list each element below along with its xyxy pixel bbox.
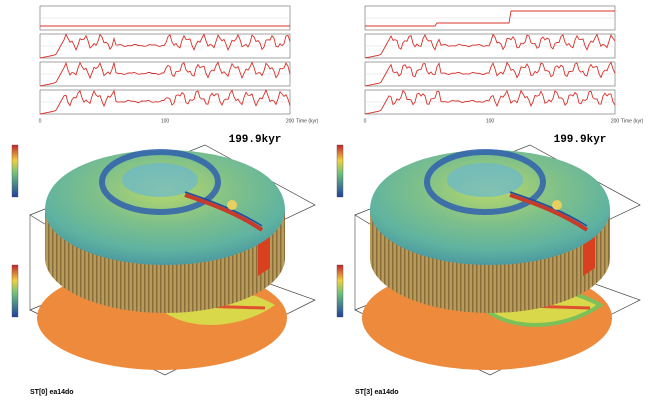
time-series [39,61,291,87]
time-axis-label: Time (kyr) [296,118,319,124]
caption: ST[3] ea14do [355,389,399,396]
ice-stream [509,193,589,232]
velocity-ring [99,149,221,215]
time-series [364,33,616,59]
time-axis-label: Time (kyr) [621,118,644,124]
time-tick-label: 200 [286,118,295,124]
time-tick-label: 100 [486,118,495,124]
ice-stream-edge [509,191,588,227]
panel: 0 100 200 Time (kyr) 199.9kyr ST[3] ea14do [336,5,644,396]
time-series [39,33,291,59]
colorbar [11,144,19,198]
panel: 0 100 200 Time (kyr) 199.9kyr ST[0] ea14do [11,5,319,396]
time-tick-label: 0 [364,118,367,124]
time-series [365,10,615,27]
time-series [364,89,616,115]
velocity-ring [424,149,546,215]
colorbar [336,264,344,318]
dome-feature [552,200,562,210]
time-series [39,88,291,115]
ice-stream-edge [184,191,263,227]
colorbar [336,144,344,198]
timestamp: 199.9kyr [229,134,282,146]
velocity-core [447,163,523,197]
timestamp: 199.9kyr [554,134,607,146]
time-tick-label: 200 [611,118,620,124]
time-series [364,61,616,87]
velocity-core [122,163,198,197]
caption: ST[0] ea14do [30,389,74,396]
dome-feature [227,200,237,210]
time-tick-label: 0 [39,118,42,124]
ice-stream [184,193,264,232]
colorbar [11,264,19,318]
time-tick-label: 100 [161,118,170,124]
